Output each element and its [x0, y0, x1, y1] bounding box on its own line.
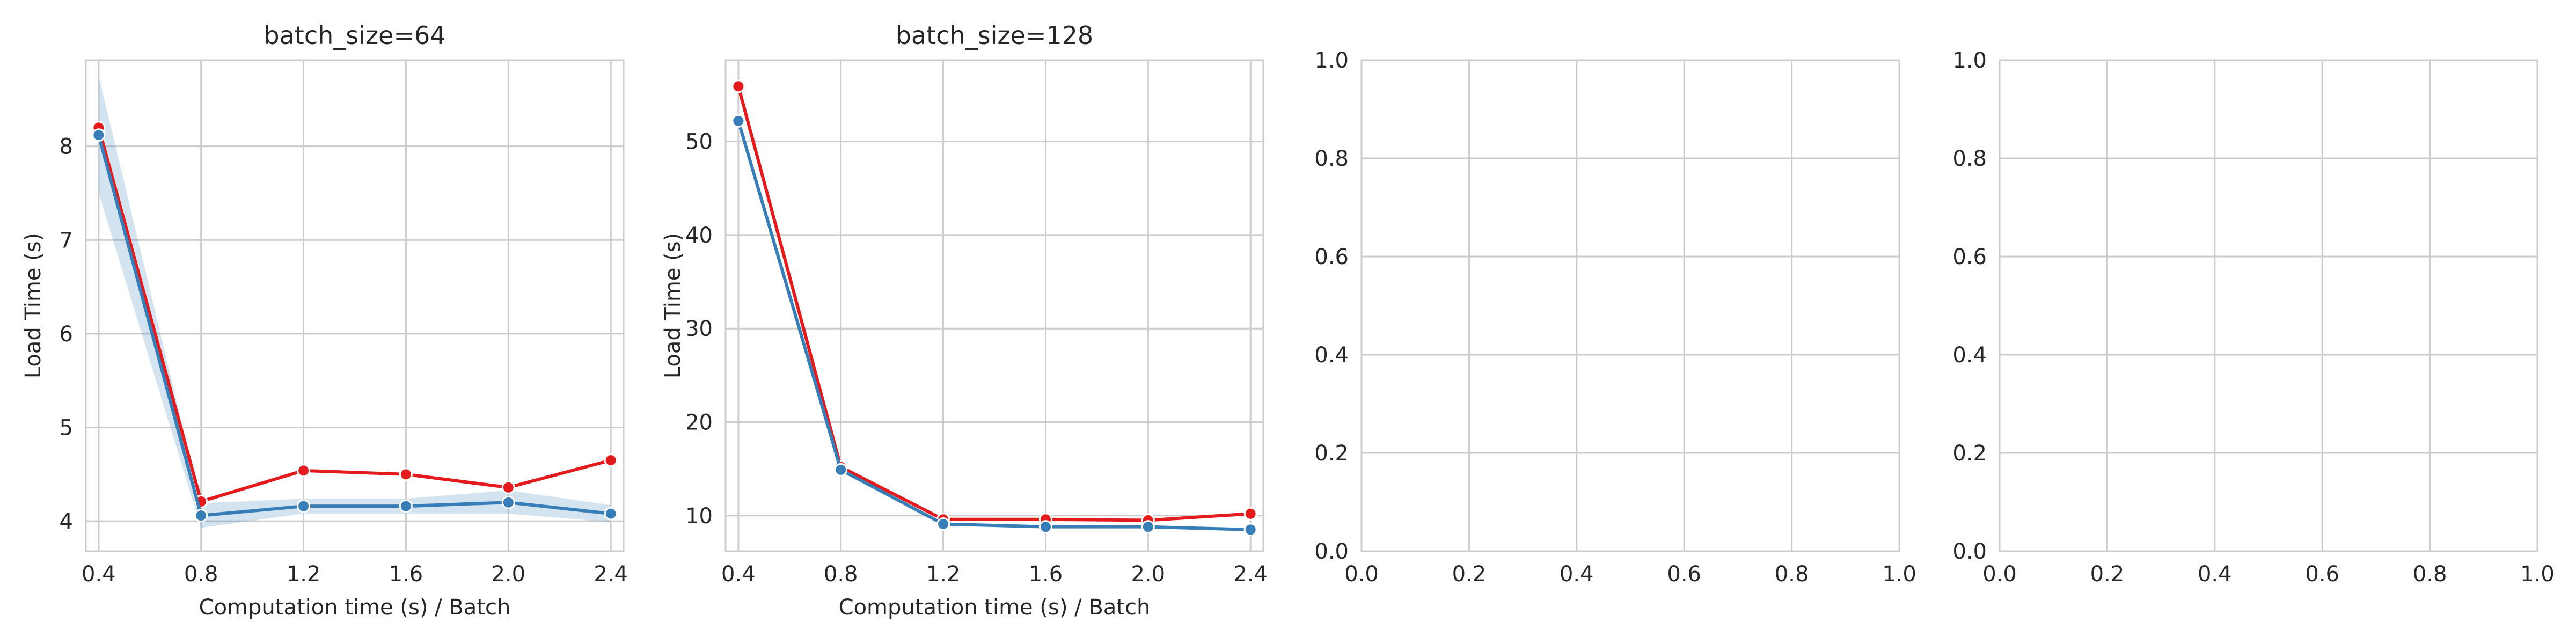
y-tick-label: 0.4 [1314, 343, 1349, 368]
panel-title: batch_size=64 [264, 21, 445, 50]
plot-area [2000, 60, 2537, 551]
data-point [297, 499, 311, 513]
data-point [1243, 523, 1257, 537]
axes-frame [724, 59, 1264, 552]
y-tick-label: 8 [60, 135, 73, 159]
x-tick-label: 1.0 [1882, 562, 1916, 587]
x-tick-label: 0.4 [2198, 562, 2232, 587]
plot-area [726, 60, 1263, 551]
data-point [297, 464, 311, 478]
x-tick-label: 1.6 [389, 562, 423, 587]
data-point [1038, 520, 1052, 534]
data-point [834, 463, 848, 477]
plot-area [86, 60, 624, 551]
x-tick-label: 0.8 [184, 562, 218, 587]
x-tick-label: 2.0 [491, 562, 525, 587]
y-tick-label: 0.6 [1952, 245, 1987, 269]
data-point [501, 480, 515, 494]
chart-panel-2: 0.4 0.8 1.2 1.6 2.0 2.4 10 20 30 40 50 batch_size=1… [661, 21, 1268, 620]
y-tick-label: 30 [685, 317, 713, 341]
plot-area [1362, 60, 1899, 551]
y-tick-label: 0.8 [1314, 147, 1349, 171]
data-point [1243, 507, 1257, 521]
y-tick-label: 40 [685, 223, 713, 248]
data-point [399, 467, 413, 481]
y-tick-label: 0.6 [1314, 245, 1349, 269]
x-tick-label: 1.0 [2520, 562, 2555, 587]
axes-frame [85, 59, 625, 552]
x-tick-label: 2.4 [1233, 562, 1268, 587]
series-line-2 [736, 120, 1251, 531]
y-tick-label: 1.0 [1952, 48, 1987, 73]
x-axis-label: Computation time (s) / Batch [199, 595, 511, 620]
x-tick-label: 0.0 [1344, 562, 1379, 587]
y-tick-label: 1.0 [1314, 48, 1349, 73]
data-point [92, 128, 106, 142]
y-tick-label: 0.8 [1952, 147, 1987, 171]
series-line-2 [97, 134, 611, 517]
x-tick-label: 1.2 [287, 562, 321, 587]
chart-panel-4: 0.0 0.2 0.4 0.6 0.8 1.0 0.0 0.2 0.4 0.6 0.8 1.0 [1952, 48, 2554, 587]
x-tick-label: 0.8 [824, 562, 858, 587]
axes-frame [1360, 59, 1900, 552]
x-tick-label: 0.4 [82, 562, 116, 587]
data-point [1141, 520, 1155, 534]
x-tick-label: 0.0 [1982, 562, 2017, 587]
data-point [194, 509, 208, 523]
chart-panel-3: 0.0 0.2 0.4 0.6 0.8 1.0 0.0 0.2 0.4 0.6 0.8 1.0 [1314, 48, 1916, 587]
y-tick-label: 5 [60, 416, 73, 441]
x-tick-label: 1.2 [926, 562, 961, 587]
x-tick-label: 0.4 [721, 562, 756, 587]
data-point [501, 495, 515, 509]
y-tick-label: 0.0 [1314, 539, 1349, 564]
axes-frame [1999, 59, 2538, 552]
x-tick-label: 0.6 [1667, 562, 1701, 587]
x-tick-label: 2.0 [1131, 562, 1165, 587]
data-point [399, 499, 413, 513]
panel-title: batch_size=128 [896, 21, 1093, 50]
x-tick-label: 0.2 [1452, 562, 1487, 587]
y-axis-label: Load Time (s) [21, 233, 46, 378]
series-line-1 [97, 127, 611, 503]
x-axis-label: Computation time (s) / Batch [839, 595, 1151, 620]
x-tick-label: 0.4 [1560, 562, 1594, 587]
y-tick-label: 0.0 [1952, 539, 1987, 564]
data-point [936, 517, 950, 531]
x-tick-label: 0.8 [1775, 562, 1809, 587]
y-tick-label: 4 [60, 509, 73, 534]
y-tick-label: 0.4 [1952, 343, 1987, 368]
x-tick-label: 0.6 [2305, 562, 2339, 587]
y-tick-label: 50 [685, 130, 713, 155]
data-point [604, 507, 618, 521]
y-tick-label: 7 [60, 228, 73, 253]
x-tick-label: 0.2 [2090, 562, 2125, 587]
y-tick-label: 10 [685, 504, 713, 529]
x-tick-label: 1.6 [1029, 562, 1063, 587]
y-axis-label: Load Time (s) [661, 233, 685, 378]
y-tick-label: 0.2 [1314, 441, 1349, 466]
y-tick-label: 6 [60, 322, 73, 347]
y-tick-label: 0.2 [1952, 441, 1987, 466]
x-tick-label: 2.4 [594, 562, 628, 587]
chart-panel-1: 0.4 0.8 1.2 1.6 2.0 2.4 4 5 6 7 8 batch_size=64 Comp… [21, 21, 628, 620]
y-tick-label: 20 [685, 410, 713, 435]
series-line-1 [736, 86, 1251, 522]
data-point [731, 114, 745, 128]
data-point [604, 453, 618, 467]
data-point [731, 79, 745, 93]
x-tick-label: 0.8 [2413, 562, 2447, 587]
